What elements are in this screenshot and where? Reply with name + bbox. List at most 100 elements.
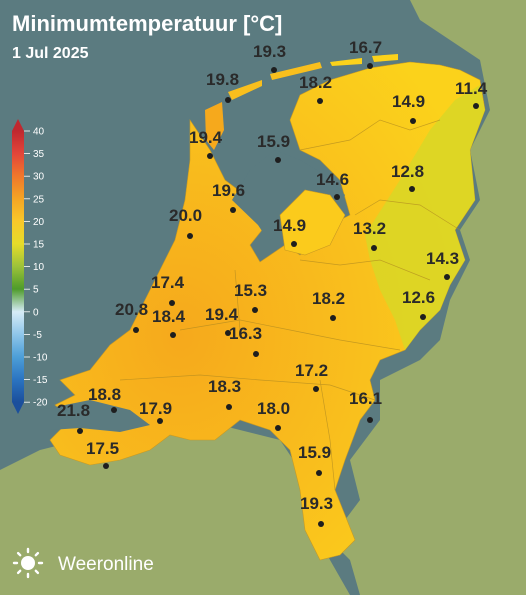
station-dot [367,417,373,423]
station-temperature: 12.8 [391,162,424,181]
station-dot [367,63,373,69]
station-marker: 18.2 [312,289,345,321]
station-marker: 19.6 [212,181,245,213]
station-marker: 14.3 [426,249,459,280]
station-dot [170,332,176,338]
station-marker: 14.9 [392,92,425,124]
station-temperature: 18.8 [88,385,121,404]
station-temperature: 18.2 [312,289,345,308]
station-temperature: 20.8 [115,300,148,319]
legend-arrow-bottom [12,402,24,414]
station-temperature: 14.9 [273,216,306,235]
station-temperature: 19.4 [189,128,223,147]
station-marker: 15.3 [234,281,267,313]
station-dot [371,245,377,251]
legend-tick-label: -20 [33,398,48,409]
island-terschelling [270,62,322,80]
station-temperature: 19.6 [212,181,245,200]
station-temperature: 15.3 [234,281,267,300]
station-temperature: 19.3 [253,42,286,61]
station-marker: 17.5 [86,439,119,469]
legend-tick-label: 20 [33,217,45,228]
station-dot [316,470,322,476]
station-marker: 16.1 [349,389,382,423]
station-temperature: 14.3 [426,249,459,268]
station-dot [77,428,83,434]
station-marker: 18.4 [152,307,186,338]
map-title: Minimumtemperatuur [°C] [12,11,282,36]
legend: 40 35 30 25 20 15 10 5 0 -5 -10 -15 -20 [12,119,48,414]
station-temperature: 17.5 [86,439,119,458]
station-temperature: 18.4 [152,307,186,326]
station-dot [169,300,175,306]
station-dot [410,118,416,124]
station-temperature: 17.9 [139,399,172,418]
island-ameland [330,58,362,66]
legend-tick-label: -15 [33,375,48,386]
station-marker: 18.2 [299,73,332,104]
station-temperature: 15.9 [298,443,331,462]
station-temperature: 19.8 [206,70,239,89]
legend-tick-label: 0 [33,307,39,318]
island-schiermonnikoog [372,54,398,62]
station-dot [230,207,236,213]
cool-zone-east [365,85,485,350]
station-dot [317,98,323,104]
station-marker: 21.8 [57,401,90,434]
station-marker: 19.4 [189,128,223,159]
station-dot [318,521,324,527]
station-temperature: 12.6 [402,288,435,307]
station-temperature: 19.3 [300,494,333,513]
station-marker: 17.9 [139,399,172,424]
weeronline-logo[interactable]: Weeronline [12,547,154,579]
station-dot [330,315,336,321]
station-dot [275,157,281,163]
station-dot [111,407,117,413]
island-vlieland [228,80,262,100]
station-dot [444,274,450,280]
station-temperature: 21.8 [57,401,90,420]
station-dot [187,233,193,239]
station-dot [252,307,258,313]
station-marker: 18.8 [88,385,121,413]
station-marker: 17.4 [151,273,185,306]
foreign-land-germany [330,0,526,595]
station-dot [103,463,109,469]
station-dot [291,241,297,247]
zeeland-water [40,400,150,432]
legend-arrow-top [12,119,24,131]
station-marker: 19.4 [205,305,239,336]
flevoland [279,189,346,256]
station-dot [473,103,479,109]
legend-ticks: 40 35 30 25 20 15 10 5 0 -5 -10 -15 -20 [24,127,48,409]
station-temperature: 17.2 [295,361,328,380]
station-temperature: 15.9 [257,132,290,151]
station-temperature: 16.3 [229,324,262,343]
station-dot [133,327,139,333]
legend-bar [12,131,24,402]
legend-tick-label: 25 [33,194,45,205]
station-temperature: 18.0 [257,399,290,418]
legend-tick-label: 40 [33,127,45,138]
station-dot [420,314,426,320]
station-temperature: 16.1 [349,389,382,408]
station-marker: 18.3 [208,377,241,410]
station-marker: 14.9 [273,216,306,247]
legend-tick-label: 15 [33,240,45,251]
station-marker: 14.6 [316,170,349,200]
station-marker: 13.2 [353,219,386,251]
station-marker: 20.8 [115,300,148,333]
station-dot [313,386,319,392]
station-dot [225,97,231,103]
brand-name: Weeronline [58,554,154,575]
station-marker: 18.0 [257,399,290,431]
station-dot [253,351,259,357]
station-marker: 20.0 [169,206,202,239]
legend-tick-label: 5 [33,285,39,296]
map-date: 1 Jul 2025 [12,45,89,62]
station-marker: 12.6 [402,288,435,320]
station-dot [334,194,340,200]
legend-tick-label: 35 [33,149,45,160]
station-dot [275,425,281,431]
station-temperature: 16.7 [349,38,382,57]
